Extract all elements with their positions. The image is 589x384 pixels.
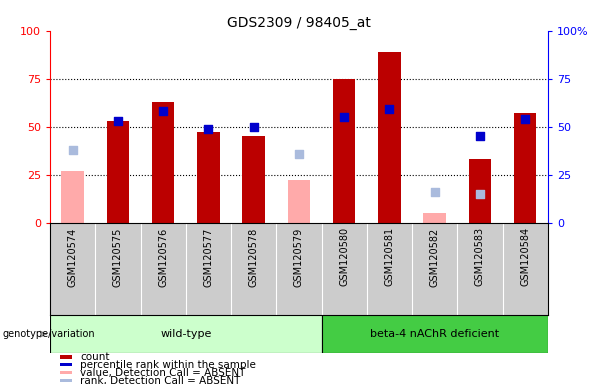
- Bar: [50, 315, 322, 353]
- Bar: [378, 52, 401, 223]
- Text: GSM120574: GSM120574: [68, 227, 78, 286]
- Bar: [61, 171, 84, 223]
- Point: [113, 118, 123, 124]
- Bar: [322, 315, 548, 353]
- Text: percentile rank within the sample: percentile rank within the sample: [80, 360, 256, 370]
- Point: [158, 108, 168, 114]
- Bar: [60, 356, 72, 359]
- Bar: [60, 363, 72, 366]
- Bar: [287, 180, 310, 223]
- Text: genotype/variation: genotype/variation: [3, 329, 95, 339]
- Point: [339, 114, 349, 120]
- Text: beta-4 nAChR deficient: beta-4 nAChR deficient: [370, 329, 499, 339]
- Text: GSM120581: GSM120581: [385, 227, 395, 286]
- Bar: [152, 102, 174, 223]
- Bar: [60, 371, 72, 374]
- Point: [249, 124, 259, 130]
- Text: GSM120580: GSM120580: [339, 227, 349, 286]
- Point: [294, 151, 304, 157]
- Point: [385, 106, 394, 113]
- Text: GSM120578: GSM120578: [249, 227, 259, 286]
- Point: [521, 116, 530, 122]
- Point: [68, 147, 77, 153]
- Bar: [197, 132, 220, 223]
- Bar: [514, 113, 537, 223]
- Text: GSM120577: GSM120577: [203, 227, 213, 287]
- Point: [430, 189, 439, 195]
- Text: GSM120582: GSM120582: [429, 227, 439, 286]
- Point: [475, 191, 485, 197]
- Point: [475, 133, 485, 139]
- Bar: [469, 159, 491, 223]
- Bar: [60, 379, 72, 382]
- Point: [204, 126, 213, 132]
- Text: GSM120575: GSM120575: [113, 227, 123, 287]
- Text: wild-type: wild-type: [160, 329, 211, 339]
- Text: GSM120576: GSM120576: [158, 227, 168, 286]
- Text: GSM120584: GSM120584: [520, 227, 530, 286]
- Bar: [242, 136, 265, 223]
- Text: GSM120579: GSM120579: [294, 227, 304, 286]
- Text: GSM120583: GSM120583: [475, 227, 485, 286]
- Bar: [333, 79, 356, 223]
- Bar: [107, 121, 129, 223]
- Bar: [423, 213, 446, 223]
- Text: count: count: [80, 352, 110, 362]
- Text: value, Detection Call = ABSENT: value, Detection Call = ABSENT: [80, 368, 245, 378]
- Title: GDS2309 / 98405_at: GDS2309 / 98405_at: [227, 16, 371, 30]
- Text: rank, Detection Call = ABSENT: rank, Detection Call = ABSENT: [80, 376, 240, 384]
